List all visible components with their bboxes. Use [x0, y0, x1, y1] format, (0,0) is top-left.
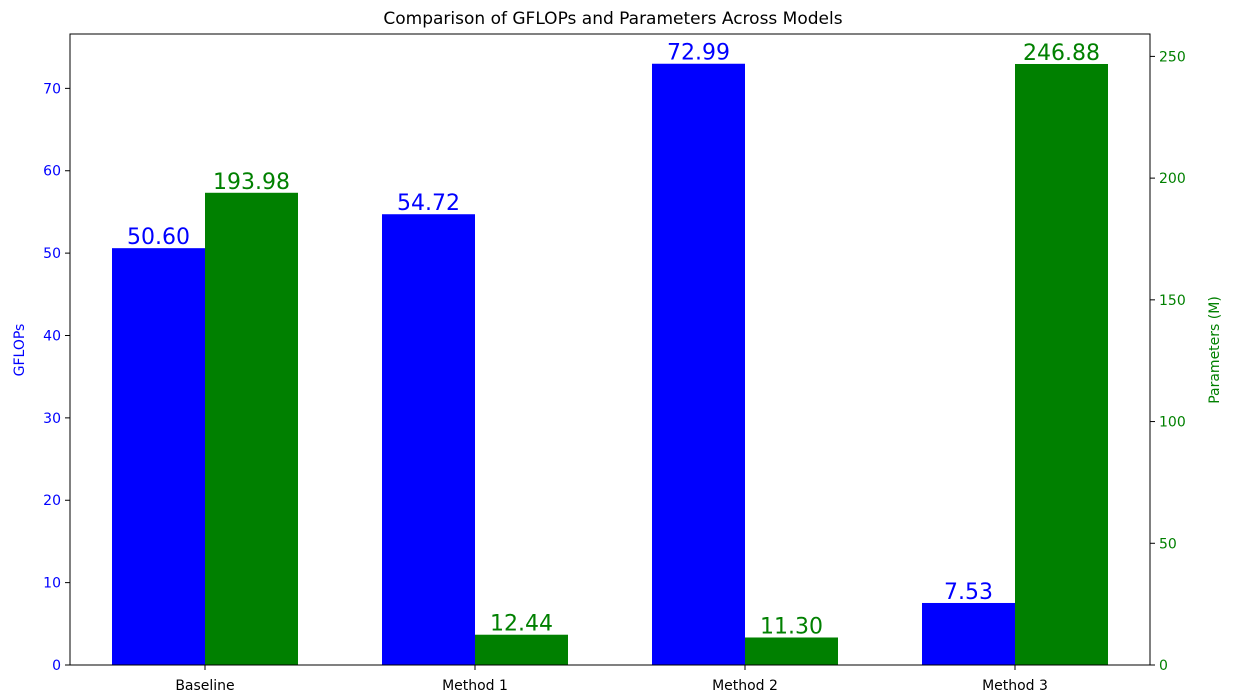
y-right-tick-label-4: 200: [1159, 171, 1186, 187]
bar-gflops-3: [922, 602, 1015, 665]
y-right-tick-label-3: 150: [1159, 293, 1186, 309]
bar-params-2: [745, 637, 838, 665]
y-right-tick-label-0: 0: [1159, 658, 1168, 674]
y-right-tick-label-5: 250: [1159, 49, 1186, 65]
y-axis-label-right: Parameters (M): [1207, 296, 1223, 404]
y-left-tick-label-1: 10: [43, 576, 61, 592]
y-left-tick-label-7: 70: [43, 81, 61, 97]
bar-gflops-2: [652, 63, 745, 665]
x-axis: Baseline Method 1 Method 2 Method 3: [175, 665, 1048, 694]
bar-params-0: [205, 192, 298, 665]
x-tick-label-0: Baseline: [175, 678, 234, 694]
x-tick-label-3: Method 3: [982, 678, 1048, 694]
plot-frame: [69, 33, 1151, 666]
y-left-axis: 0 10 20 30 40 50 60 70: [43, 81, 70, 674]
data-label-params-1: 12.44: [490, 612, 553, 637]
bar-gflops-1: [382, 214, 475, 665]
bar-labels: 50.60 193.98 54.72 12.44 72.99 11.30 7.53 246.8…: [127, 41, 1100, 640]
data-label-params-0: 193.98: [213, 170, 290, 195]
bar-params-3: [1015, 63, 1108, 666]
y-left-tick-label-6: 60: [43, 164, 61, 180]
x-tick-label-1: Method 1: [442, 678, 508, 694]
x-tick-label-2: Method 2: [712, 678, 778, 694]
y-left-tick-label-5: 50: [43, 246, 61, 262]
y-left-tick-label-0: 0: [52, 658, 61, 674]
y-right-axis: 0 50 100 150 200 250: [1150, 49, 1186, 674]
bar-gflops-0: [112, 248, 205, 665]
y-right-tick-label-2: 100: [1159, 415, 1186, 431]
chart-title: Comparison of GFLOPs and Parameters Acro…: [383, 9, 842, 29]
y-left-tick-label-3: 30: [43, 411, 61, 427]
y-right-tick-label-1: 50: [1159, 536, 1177, 552]
bar-params-1: [475, 634, 568, 665]
y-axis-label-left: GFLOPs: [12, 324, 28, 377]
data-label-params-2: 11.30: [760, 614, 823, 639]
data-label-gflops-3: 7.53: [944, 580, 993, 605]
data-label-gflops-1: 54.72: [397, 191, 460, 216]
bars: [112, 63, 1108, 666]
data-label-gflops-2: 72.99: [667, 41, 730, 66]
y-left-tick-label-4: 40: [43, 328, 61, 344]
data-label-params-3: 246.88: [1023, 41, 1100, 66]
y-left-tick-label-2: 20: [43, 493, 61, 509]
data-label-gflops-0: 50.60: [127, 225, 190, 250]
